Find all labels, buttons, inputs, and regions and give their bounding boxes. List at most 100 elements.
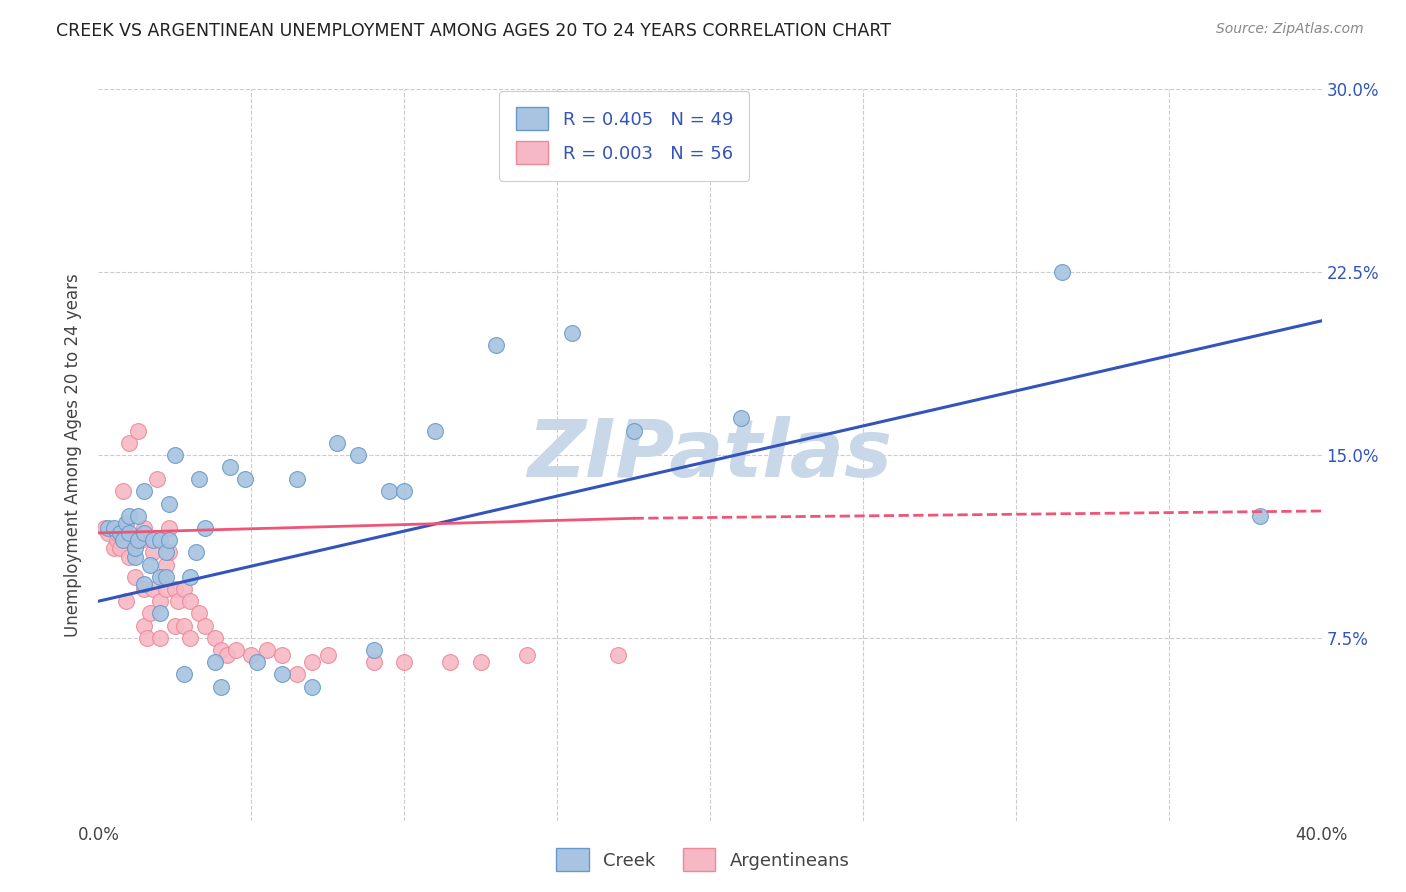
Point [285, 667, 308, 681]
Point [188, 472, 211, 486]
Point [186, 545, 208, 559]
Point [134, 577, 156, 591]
Point [103, 541, 125, 555]
Point [392, 655, 416, 669]
Point [134, 521, 156, 535]
Point [105, 533, 128, 548]
Point [285, 472, 308, 486]
Legend: Creek, Argentineans: Creek, Argentineans [550, 841, 856, 879]
Point [163, 448, 186, 462]
Point [111, 484, 134, 499]
Point [363, 655, 385, 669]
Point [118, 533, 141, 548]
Point [142, 582, 165, 596]
Point [93, 521, 115, 535]
Point [129, 533, 152, 548]
Y-axis label: Unemployment Among Ages 20 to 24 years: Unemployment Among Ages 20 to 24 years [65, 273, 83, 637]
Point [246, 655, 269, 669]
Point [470, 655, 492, 669]
Legend: R = 0.405   N = 49, R = 0.003   N = 56: R = 0.405 N = 49, R = 0.003 N = 56 [499, 91, 749, 181]
Point [134, 484, 156, 499]
Point [103, 521, 125, 535]
Text: ZIPatlas: ZIPatlas [527, 416, 893, 494]
Point [149, 570, 172, 584]
Point [1249, 508, 1271, 523]
Point [149, 607, 172, 621]
Point [105, 525, 128, 540]
Point [623, 424, 645, 438]
Point [139, 607, 162, 621]
Point [145, 472, 167, 486]
Point [188, 607, 211, 621]
Point [127, 424, 149, 438]
Point [108, 525, 131, 540]
Point [561, 326, 583, 340]
Point [204, 655, 226, 669]
Point [127, 508, 149, 523]
Point [256, 643, 278, 657]
Point [124, 570, 146, 584]
Point [124, 550, 146, 565]
Point [134, 582, 156, 596]
Point [301, 680, 323, 694]
Point [124, 541, 146, 555]
Point [233, 472, 256, 486]
Point [270, 667, 292, 681]
Point [516, 648, 538, 662]
Point [115, 516, 138, 531]
Point [326, 435, 349, 450]
Point [730, 411, 752, 425]
Point [149, 594, 172, 608]
Point [97, 525, 120, 540]
Point [194, 618, 217, 632]
Point [179, 631, 201, 645]
Point [155, 570, 177, 584]
Point [270, 648, 292, 662]
Point [209, 643, 232, 657]
Point [111, 521, 134, 535]
Point [163, 582, 186, 596]
Point [163, 618, 186, 632]
Point [124, 533, 146, 548]
Text: CREEK VS ARGENTINEAN UNEMPLOYMENT AMONG AGES 20 TO 24 YEARS CORRELATION CHART: CREEK VS ARGENTINEAN UNEMPLOYMENT AMONG … [56, 22, 891, 40]
Point [179, 570, 201, 584]
Point [127, 533, 149, 548]
Point [240, 648, 263, 662]
Point [97, 521, 120, 535]
Point [149, 631, 172, 645]
Point [392, 484, 416, 499]
Point [378, 484, 401, 499]
Text: Source: ZipAtlas.com: Source: ZipAtlas.com [1216, 22, 1364, 37]
Point [157, 497, 180, 511]
Point [108, 541, 131, 555]
Point [215, 648, 238, 662]
Point [439, 655, 461, 669]
Point [136, 631, 159, 645]
Point [139, 558, 162, 572]
Point [115, 594, 138, 608]
Point [316, 648, 339, 662]
Point [173, 618, 195, 632]
Point [167, 594, 190, 608]
Point [118, 508, 141, 523]
Point [157, 545, 180, 559]
Point [204, 631, 226, 645]
Point [209, 680, 232, 694]
Point [142, 533, 165, 548]
Point [155, 558, 177, 572]
Point [155, 545, 177, 559]
Point [152, 570, 174, 584]
Point [179, 594, 201, 608]
Point [134, 618, 156, 632]
Point [118, 550, 141, 565]
Point [607, 648, 630, 662]
Point [149, 533, 172, 548]
Point [219, 460, 242, 475]
Point [134, 525, 156, 540]
Point [347, 448, 370, 462]
Point [363, 643, 385, 657]
Point [111, 533, 134, 548]
Point [173, 667, 195, 681]
Point [142, 545, 165, 559]
Point [157, 533, 180, 548]
